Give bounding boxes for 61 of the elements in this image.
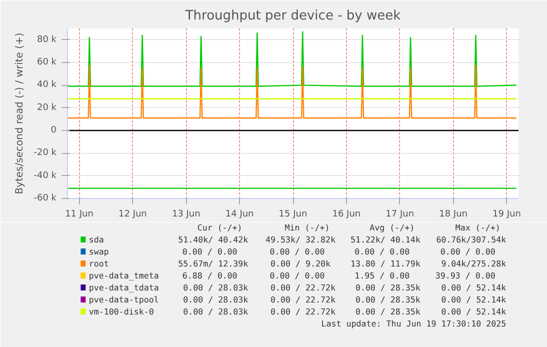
text: 60.76k/307.54k [436, 234, 506, 244]
x-tick-label: 15 Jun [278, 210, 308, 220]
line-series [68, 65, 517, 119]
text: 0.00 / 0.00 [270, 246, 325, 256]
x-tick-label: 17 Jun [386, 210, 414, 220]
text: 0.00 / 22.72k [270, 282, 336, 292]
text: 1.95 / 0.00 [354, 270, 410, 280]
y-tick-label: 80 k [36, 34, 58, 45]
y-axis-title: Bytes/second read (-) / write (+) [14, 32, 26, 194]
legend-label: pve-data-tpool [88, 294, 159, 304]
text: 39.93 / 0.00 [435, 270, 496, 280]
x-tick-label: 19 Jun [492, 210, 521, 220]
x-tick-label: 12 Jun [118, 210, 147, 220]
text: 0.00 / 52.14k [441, 282, 506, 292]
text: 0.00 / 0.00 [270, 270, 325, 280]
y-tick-label: -60 k [34, 194, 58, 204]
text: 0.00 / 52.14k [441, 306, 506, 316]
text: 6.88 / 0.00 [182, 270, 238, 280]
y-tick-label: 20 k [36, 102, 58, 113]
y-tick-label: 40 k [36, 80, 58, 90]
y-tick-label: 0 [50, 126, 57, 136]
y-tick-label: 60 k [36, 58, 58, 68]
text: Last update: Thu Jun 19 17:30:10 2025 [321, 318, 506, 328]
text: 0.00 / 28.03k [183, 306, 248, 316]
text: Max (-/+) [455, 222, 500, 232]
text: 0.00 / 28.35k [355, 306, 420, 316]
x-tick-label: 16 Jun [332, 210, 361, 220]
y-tick-label: -20 k [34, 148, 58, 158]
legend-label: sda [88, 234, 104, 244]
x-tick-label: 11 Jun [65, 210, 94, 220]
text: Min (-/+) [284, 222, 330, 232]
text: 0.00 / 0.00 [182, 246, 238, 256]
legend-label: pve-data_tdata [88, 282, 159, 292]
text: 0.00 / 22.72k [270, 306, 336, 316]
text: 0.00 / 0.00 [440, 246, 496, 256]
text: 0.00 / 0.00 [354, 246, 410, 256]
text: 0.00 / 28.03k [183, 282, 248, 292]
text: 9.04k/275.28k [441, 258, 506, 268]
text: 0.00 / 22.72k [270, 294, 336, 304]
text: 49.53k/ 32.82k [266, 234, 336, 244]
legend-label: pve-data_tmeta [88, 270, 159, 280]
text: Avg (-/+) [370, 222, 415, 232]
text: 0.00 / 9.20k [270, 258, 330, 268]
chart-title: Throughput per device - by week [184, 8, 402, 24]
line-series [68, 31, 517, 87]
text: 55.67m/ 12.39k [178, 258, 248, 268]
legend-label: vm-100-disk-0 [88, 306, 154, 316]
text: 0.00 / 28.35k [355, 282, 420, 292]
text: Cur (-/+) [197, 222, 242, 232]
x-tick-label: 13 Jun [172, 210, 200, 220]
x-tick-label: 18 Jun [439, 210, 468, 220]
text: 13.80 / 11.79k [350, 258, 420, 268]
legend-label: swap [88, 246, 109, 256]
text: 0.00 / 28.03k [183, 294, 248, 304]
x-tick-label: 14 Jun [225, 210, 254, 220]
text: 51.40k/ 40.42k [178, 234, 248, 244]
text: 0.00 / 28.35k [355, 294, 420, 304]
y-tick-label: -40 k [34, 170, 58, 181]
text: 0.00 / 52.14k [441, 294, 506, 304]
text: 51.22k/ 40.14k [350, 234, 420, 244]
legend-label: root [88, 258, 109, 268]
